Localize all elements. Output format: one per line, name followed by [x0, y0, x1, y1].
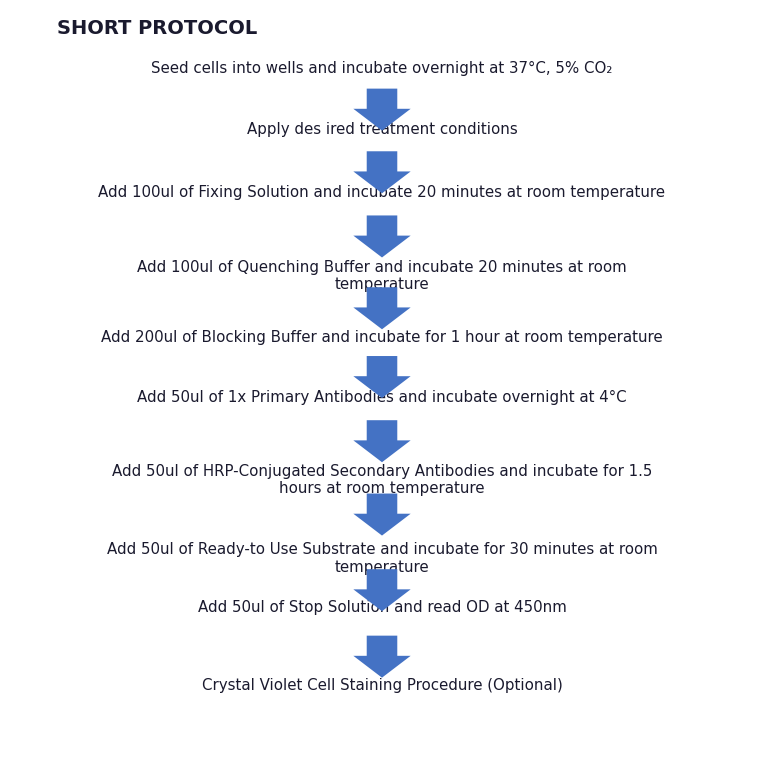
- Polygon shape: [354, 494, 411, 536]
- Text: Apply des ired treatment conditions: Apply des ired treatment conditions: [247, 122, 517, 138]
- Polygon shape: [354, 420, 411, 462]
- Polygon shape: [354, 89, 411, 131]
- Polygon shape: [354, 569, 411, 611]
- Polygon shape: [354, 636, 411, 678]
- Polygon shape: [354, 215, 411, 257]
- Text: Add 50ul of Stop Solution and read OD at 450nm: Add 50ul of Stop Solution and read OD at…: [198, 600, 566, 615]
- Text: Add 200ul of Blocking Buffer and incubate for 1 hour at room temperature: Add 200ul of Blocking Buffer and incubat…: [101, 330, 663, 345]
- Text: Add 100ul of Quenching Buffer and incubate 20 minutes at room
temperature: Add 100ul of Quenching Buffer and incuba…: [137, 260, 627, 292]
- Text: Crystal Violet Cell Staining Procedure (Optional): Crystal Violet Cell Staining Procedure (…: [202, 678, 562, 694]
- Text: Add 100ul of Fixing Solution and incubate 20 minutes at room temperature: Add 100ul of Fixing Solution and incubat…: [99, 185, 665, 200]
- Text: Seed cells into wells and incubate overnight at 37°C, 5% CO₂: Seed cells into wells and incubate overn…: [151, 61, 613, 76]
- Text: SHORT PROTOCOL: SHORT PROTOCOL: [57, 19, 257, 38]
- Text: Add 50ul of HRP-Conjugated Secondary Antibodies and incubate for 1.5
hours at ro: Add 50ul of HRP-Conjugated Secondary Ant…: [112, 464, 652, 496]
- Text: Add 50ul of Ready-to Use Substrate and incubate for 30 minutes at room
temperatu: Add 50ul of Ready-to Use Substrate and i…: [106, 542, 658, 575]
- Polygon shape: [354, 356, 411, 398]
- Text: Add 50ul of 1x Primary Antibodies and incubate overnight at 4°C: Add 50ul of 1x Primary Antibodies and in…: [138, 390, 626, 405]
- Polygon shape: [354, 287, 411, 329]
- Polygon shape: [354, 151, 411, 193]
